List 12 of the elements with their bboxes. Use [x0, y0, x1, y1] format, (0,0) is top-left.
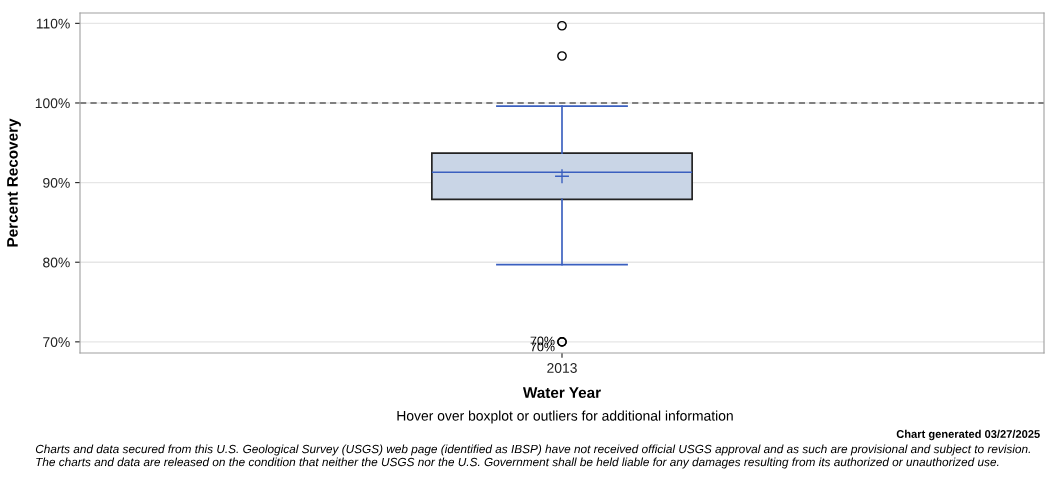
- x-tick-label: 2013: [547, 363, 577, 373]
- y-tick-label: 100%: [35, 98, 70, 109]
- y-tick-label: 90%: [43, 177, 70, 188]
- y-axis-title: Percent Recovery: [7, 118, 21, 247]
- text: The charts and data are released on the condition that neither the USGS nor the U.S. Government shall be held liable for any damages resulting from its authorized or unauthorized use.: [36, 457, 999, 469]
- x-axis-title: Water Year: [522, 387, 601, 398]
- text: Hover over boxplot or outliers for additional information: [397, 410, 733, 424]
- text: Charts and data secured from this U.S. Geological Survey (USGS) web page (identified as IBSP) have not received official USGS approval and as such are provisional and subject to revision.: [35, 444, 1030, 456]
- text: Chart generated 03/27/2025: [896, 429, 1040, 441]
- y-tick-label: 110%: [36, 18, 70, 29]
- y-tick-label: 70%: [43, 337, 70, 348]
- y-tick-label: 80%: [43, 257, 70, 268]
